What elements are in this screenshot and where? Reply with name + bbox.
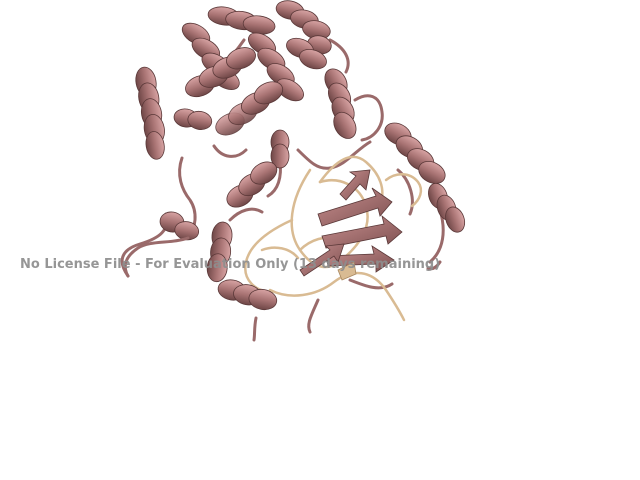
helices (135, 0, 466, 311)
terminal-coils (123, 236, 442, 278)
beta-sheets (299, 169, 403, 281)
main-chain-coils (120, 38, 445, 342)
